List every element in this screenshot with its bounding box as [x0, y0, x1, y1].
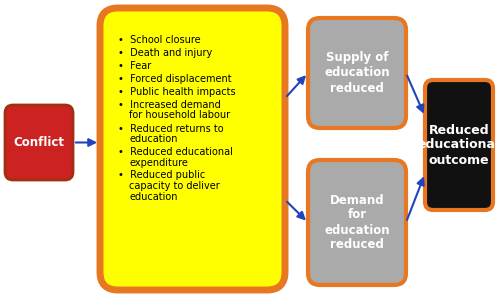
FancyBboxPatch shape [308, 160, 406, 285]
Text: •  Reduced educational: • Reduced educational [118, 147, 233, 157]
Text: •  Death and injury: • Death and injury [118, 48, 212, 58]
FancyBboxPatch shape [308, 18, 406, 128]
Text: •  Increased demand: • Increased demand [118, 100, 221, 110]
FancyBboxPatch shape [100, 8, 285, 290]
Text: expenditure: expenditure [129, 157, 188, 167]
Text: •  Public health impacts: • Public health impacts [118, 87, 236, 97]
Text: education: education [129, 134, 178, 144]
Text: Demand
for
education
reduced: Demand for education reduced [324, 193, 390, 252]
Text: for household labour: for household labour [129, 110, 230, 120]
Text: •  Fear: • Fear [118, 61, 151, 71]
Text: Conflict: Conflict [14, 136, 64, 149]
Text: education: education [129, 192, 178, 202]
Text: Supply of
education
reduced: Supply of education reduced [324, 52, 390, 95]
Text: •  Reduced returns to: • Reduced returns to [118, 124, 224, 134]
Text: capacity to deliver: capacity to deliver [129, 181, 220, 191]
Text: •  School closure: • School closure [118, 35, 200, 45]
Text: Reduced
educational
outcome: Reduced educational outcome [418, 124, 500, 167]
FancyBboxPatch shape [5, 105, 73, 180]
Text: •  Reduced public: • Reduced public [118, 170, 206, 181]
Text: •  Forced displacement: • Forced displacement [118, 74, 232, 84]
FancyBboxPatch shape [425, 80, 493, 210]
